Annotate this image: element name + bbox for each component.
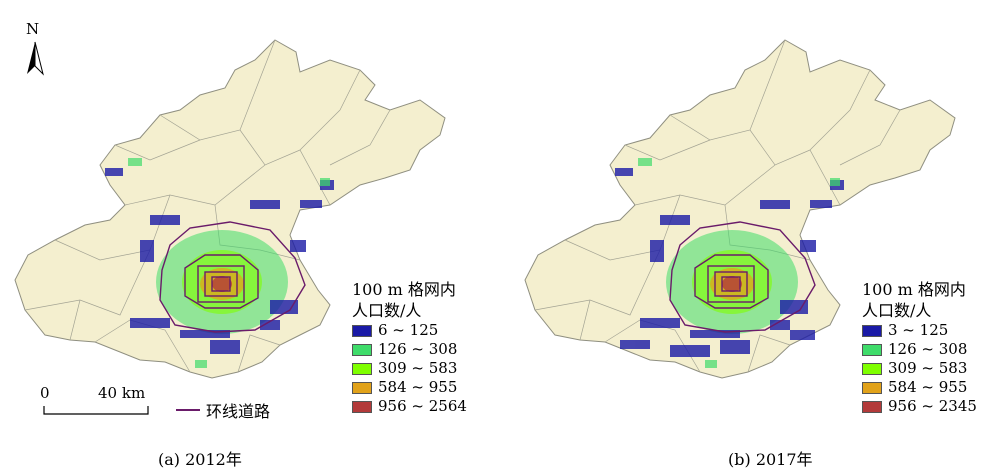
legend-item: 584 ~ 955	[352, 378, 467, 397]
legend-title-line1: 100 m 格网内	[352, 280, 456, 299]
scale-bar	[43, 406, 149, 415]
legend-item: 3 ~ 125	[862, 321, 977, 340]
legend-2017: 100 m 格网内 人口数/人 3 ~ 125 126 ~ 308 309 ~ …	[862, 279, 977, 416]
legend-item-label: 309 ~ 583	[888, 359, 968, 377]
legend-title-line2: 人口数/人	[862, 301, 932, 320]
legend-item: 309 ~ 583	[352, 359, 467, 378]
legend-title-line2: 人口数/人	[352, 301, 422, 320]
ring-road-line-icon	[176, 409, 200, 411]
swatch-class-4	[862, 381, 882, 394]
legend-item: 956 ~ 2564	[352, 397, 467, 416]
swatch-class-1	[862, 324, 882, 337]
legend-item-label: 126 ~ 308	[888, 340, 968, 358]
legend-title-line1: 100 m 格网内	[862, 280, 966, 299]
swatch-class-3	[862, 362, 882, 375]
caption-2017: (b) 2017年	[728, 450, 813, 469]
legend-item: 309 ~ 583	[862, 359, 977, 378]
swatch-class-5	[352, 400, 372, 413]
legend-item-label: 3 ~ 125	[888, 321, 949, 339]
caption-2012: (a) 2012年	[158, 450, 242, 469]
scale-start: 0	[40, 384, 50, 402]
map-2017	[525, 40, 955, 378]
legend-item-label: 584 ~ 955	[888, 378, 968, 396]
swatch-class-2	[352, 343, 372, 356]
legend-item-label: 956 ~ 2564	[378, 397, 467, 415]
legend-item-label: 6 ~ 125	[378, 321, 439, 339]
swatch-class-2	[862, 343, 882, 356]
north-arrow-icon	[27, 41, 44, 76]
legend-item: 126 ~ 308	[352, 340, 467, 359]
legend-item: 6 ~ 125	[352, 321, 467, 340]
legend-item-label: 309 ~ 583	[378, 359, 458, 377]
legend-item: 956 ~ 2345	[862, 397, 977, 416]
swatch-class-4	[352, 381, 372, 394]
legend-item: 126 ~ 308	[862, 340, 977, 359]
scale-end: 40 km	[98, 384, 146, 402]
legend-item-label: 126 ~ 308	[378, 340, 458, 358]
legend-item-label: 956 ~ 2345	[888, 397, 977, 415]
legend-item: 584 ~ 955	[862, 378, 977, 397]
swatch-class-3	[352, 362, 372, 375]
road-legend-label: 环线道路	[206, 402, 271, 421]
swatch-class-1	[352, 324, 372, 337]
road-legend: 环线道路	[176, 400, 271, 421]
legend-item-label: 584 ~ 955	[378, 378, 458, 396]
north-label: N	[26, 20, 40, 38]
swatch-class-5	[862, 400, 882, 413]
legend-2012: 100 m 格网内 人口数/人 6 ~ 125 126 ~ 308 309 ~ …	[352, 279, 467, 416]
